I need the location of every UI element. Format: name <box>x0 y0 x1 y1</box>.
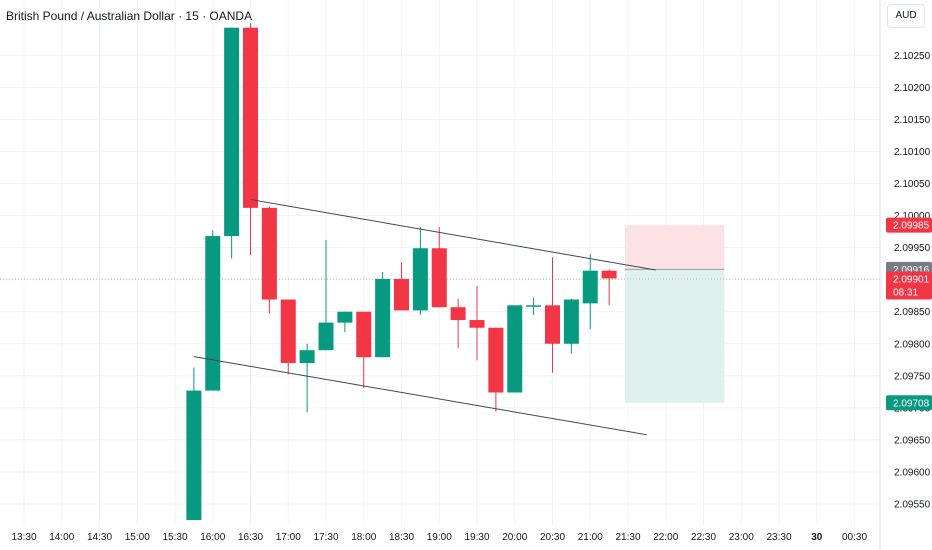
price-tag-label: 2.09916 <box>893 265 930 276</box>
x-tick-label: 15:00 <box>125 532 150 543</box>
candle-body-down <box>243 27 258 208</box>
candle-body-down <box>261 207 277 300</box>
candle-body-up <box>224 27 240 237</box>
candle-body-down <box>601 270 617 279</box>
candle-body-down <box>488 327 504 393</box>
trendlines[interactable] <box>193 199 656 436</box>
candle-body-up <box>526 305 542 307</box>
candle-body-down <box>450 307 466 321</box>
take-profit-zone <box>625 269 725 403</box>
y-tick-label: 2.10150 <box>894 115 931 126</box>
candle-body-up <box>186 390 202 521</box>
candle-body-down <box>431 248 447 308</box>
x-tick-label: 15:30 <box>162 532 187 543</box>
y-tick-label: 2.09750 <box>894 371 931 382</box>
candle-body-up <box>375 279 391 358</box>
x-tick-label: 17:00 <box>276 532 301 543</box>
position-zones <box>0 225 880 403</box>
x-tick-label: 22:30 <box>691 532 716 543</box>
candles <box>186 23 617 521</box>
x-tick-label: 18:30 <box>389 532 414 543</box>
price-tag <box>886 217 932 233</box>
y-tick-label: 2.09650 <box>894 435 931 446</box>
currency-button[interactable]: AUD <box>887 4 925 28</box>
candle-body-up <box>299 350 315 364</box>
chart-title: British Pound / Australian Dollar · 15 ·… <box>6 9 253 23</box>
x-tick-label: 14:30 <box>87 532 112 543</box>
candle-body-up <box>205 236 221 391</box>
upper-trendline[interactable] <box>250 199 656 271</box>
candle-body-down <box>545 305 560 344</box>
candle-body-down <box>280 299 296 364</box>
y-tick-label: 2.09950 <box>894 243 931 254</box>
x-tick-label: 16:30 <box>238 532 263 543</box>
y-tick-label: 2.09850 <box>894 307 931 318</box>
countdown-label: 08:31 <box>893 288 918 299</box>
y-tick-label: 2.10250 <box>894 51 931 62</box>
price-tag-label: 2.09708 <box>893 398 930 409</box>
y-tick-label: 2.09550 <box>894 500 931 511</box>
x-tick-label: 20:30 <box>540 532 565 543</box>
x-tick-label: 20:00 <box>502 532 527 543</box>
y-tick-label: 2.09600 <box>894 467 931 478</box>
candle-body-down <box>394 279 409 311</box>
y-tick-label: 2.10000 <box>894 211 931 222</box>
candle-body-up <box>337 311 353 323</box>
price-tag <box>886 395 932 411</box>
x-tick-label: 17:30 <box>313 532 338 543</box>
x-tick-label: 16:00 <box>200 532 225 543</box>
x-tick-label: 00:30 <box>842 532 867 543</box>
candle-body-up <box>582 270 598 304</box>
x-tick-label: 23:30 <box>766 532 791 543</box>
price-tag <box>886 271 932 300</box>
x-tick-label: 19:30 <box>464 532 489 543</box>
y-tick-label: 2.09800 <box>894 339 931 350</box>
price-tag-label: 2.09985 <box>893 221 930 232</box>
x-tick-label: 18:00 <box>351 532 376 543</box>
x-tick-label: 21:30 <box>615 532 640 543</box>
x-tick-label: 22:00 <box>653 532 678 543</box>
y-tick-label: 2.10200 <box>894 83 931 94</box>
x-tick-label: 14:00 <box>49 532 74 543</box>
y-tick-label: 2.10050 <box>894 179 931 190</box>
candle-body-up <box>507 305 523 393</box>
y-tick-label: 2.10100 <box>894 147 931 158</box>
candle-body-up <box>563 299 579 344</box>
stop-loss-zone <box>625 225 725 270</box>
candle-body-down <box>469 320 485 328</box>
candle-body-up <box>318 322 334 351</box>
x-tick-label: 19:00 <box>427 532 452 543</box>
grid <box>0 0 880 526</box>
lower-trendline[interactable] <box>193 356 647 436</box>
candle-body-down <box>356 311 372 358</box>
x-tick-label: 30 <box>811 532 823 543</box>
candle-body-up <box>412 248 428 311</box>
x-tick-label: 21:00 <box>578 532 603 543</box>
x-tick-label: 23:00 <box>729 532 754 543</box>
price-tag-label: 2.09901 <box>893 275 930 286</box>
x-tick-label: 13:30 <box>11 532 36 543</box>
